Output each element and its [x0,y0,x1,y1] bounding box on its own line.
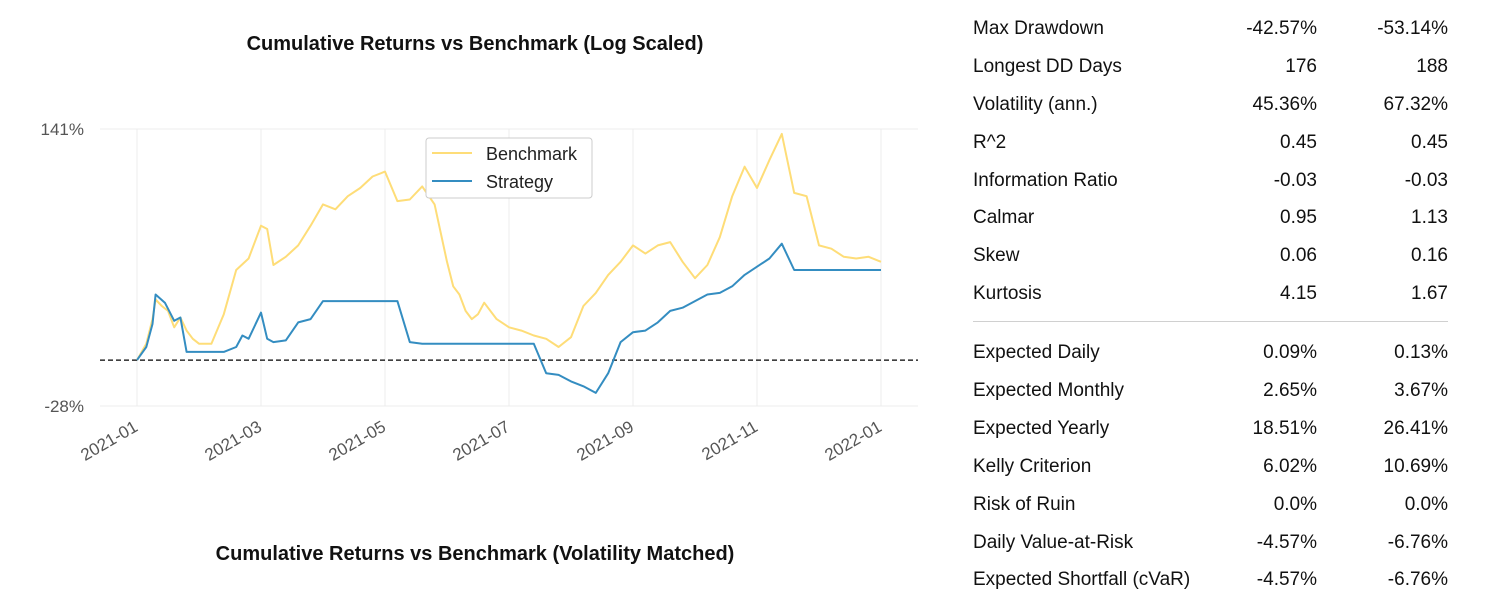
metric-row: Kelly Criterion 6.02% 10.69% [973,448,1448,486]
metric-row: Kurtosis 4.15 1.67 [973,275,1448,313]
metrics-divider [973,321,1448,323]
x-axis-ticks: 2021-01 2021-03 2021-05 2021-07 2021-09 2021-… [77,417,885,465]
legend-label-benchmark: Benchmark [486,144,578,164]
metrics-group-risk: Max Drawdown -42.57% -53.14% Longest DD Day… [973,10,1448,313]
metric-benchmark-value: 3.67% [1394,380,1448,402]
metric-row: Expected Yearly 18.51% 26.41% [973,410,1448,448]
metric-benchmark-value: 1.13 [1411,207,1448,229]
chart2-title: Cumulative Returns vs Benchmark (Volatil… [215,543,735,565]
metric-label: Daily Value-at-Risk [973,531,1134,553]
metric-benchmark-value: 10.69% [1383,455,1448,477]
metric-label: Expected Yearly [973,417,1110,439]
metric-benchmark-value: -6.76% [1387,569,1448,591]
metric-label: Skew [973,245,1020,267]
metric-strategy-value: 0.06 [1280,245,1317,267]
cumulative-returns-chart: 141%-28% 2021-01 2021-03 2021-05 2021-07 202… [41,120,918,465]
metric-strategy-value: 2.65% [1263,380,1317,402]
metric-benchmark-value: 67.32% [1383,93,1448,115]
x-tick-label: 2021-11 [699,417,761,464]
metric-strategy-value: -42.57% [1246,18,1317,39]
metric-strategy-value: 18.51% [1252,417,1317,439]
series-layer [136,132,882,394]
metrics-table: Max Drawdown -42.57% -53.14% Longest DD Day… [973,10,1448,599]
metric-row: Expected Shortfall (cVaR) -4.57% -6.76% [973,561,1448,599]
metric-label: Expected Daily [973,342,1100,364]
metric-strategy-value: -4.57% [1256,531,1317,553]
metric-row: Volatility (ann.) 45.36% 67.32% [973,86,1448,124]
metric-row: Information Ratio -0.03 -0.03 [973,162,1448,200]
x-tick-label: 2021-03 [201,417,265,465]
metric-label: Volatility (ann.) [973,93,1098,115]
series-line-benchmark [136,132,882,361]
y-tick-label: 141% [41,120,84,139]
metric-row: Max Drawdown -42.57% -53.14% [973,10,1448,48]
metric-strategy-value: 0.0% [1273,493,1317,515]
x-tick-label: 2021-07 [449,417,513,465]
metric-label: Risk of Ruin [973,493,1076,515]
metric-strategy-value: 6.02% [1263,455,1317,477]
metric-label: Expected Shortfall (cVaR) [973,569,1191,591]
y-tick-label: -28% [44,397,84,416]
metric-label: Kelly Criterion [973,455,1092,477]
legend: Benchmark Strategy [425,137,593,199]
metric-strategy-value: 45.36% [1252,93,1317,115]
metric-strategy-value: 0.95 [1280,207,1317,229]
metric-benchmark-value: 188 [1416,55,1448,77]
metric-row: Longest DD Days 176 188 [973,48,1448,86]
y-axis-ticks: 141% -28% [41,120,84,416]
metric-benchmark-value: -6.76% [1387,531,1448,553]
metric-benchmark-value: 1.67 [1411,283,1448,305]
metric-label: Max Drawdown [973,18,1104,39]
metric-benchmark-value: 0.13% [1394,342,1448,364]
metric-label: Longest DD Days [973,55,1122,77]
metric-row: Calmar 0.95 1.13 [973,199,1448,237]
x-tick-label: 2021-05 [325,417,389,465]
metric-strategy-value: 176 [1285,55,1317,77]
x-tick-label: 2021-01 [77,417,141,465]
metric-label: Expected Monthly [973,380,1125,402]
metric-label: Calmar [973,207,1035,229]
metrics-group-expected: Expected Daily 0.09% 0.13% Expected Monthly… [973,334,1448,599]
series-line-strategy [136,242,881,394]
x-tick-label: 2022-01 [821,417,885,465]
metric-strategy-value: -4.57% [1256,569,1317,591]
metric-benchmark-value: 0.0% [1404,493,1448,515]
metric-label: Information Ratio [973,169,1118,191]
x-tick-label: 2021-09 [573,417,637,465]
metric-benchmark-value: -53.14% [1377,18,1448,39]
metric-strategy-value: 4.15 [1280,283,1317,305]
metric-row: Expected Daily 0.09% 0.13% [973,334,1448,372]
metric-strategy-value: -0.03 [1273,169,1317,191]
metric-strategy-value: 0.45 [1280,131,1317,153]
metric-label: R^2 [973,131,1007,153]
metric-row: Expected Monthly 2.65% 3.67% [973,372,1448,410]
legend-label-strategy: Strategy [486,172,553,192]
metric-row: Skew 0.06 0.16 [973,237,1448,275]
metric-row: Daily Value-at-Risk -4.57% -6.76% [973,524,1448,562]
metric-strategy-value: 0.09% [1263,342,1317,364]
chart-title: Cumulative Returns vs Benchmark (Log Sca… [246,33,704,55]
metric-benchmark-value: -0.03 [1404,169,1448,191]
metric-row: Risk of Ruin 0.0% 0.0% [973,486,1448,524]
metric-benchmark-value: 0.45 [1411,131,1448,153]
metric-benchmark-value: 26.41% [1383,417,1448,439]
metric-label: Kurtosis [973,283,1042,305]
metric-benchmark-value: 0.16 [1411,245,1448,267]
metric-row: R^2 0.45 0.45 [973,124,1448,162]
